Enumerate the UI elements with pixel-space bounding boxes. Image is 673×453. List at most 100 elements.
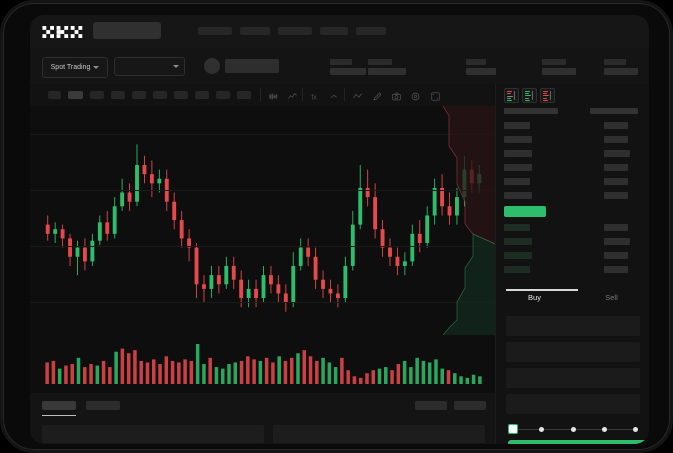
orderbook-row-amount[interactable]	[604, 224, 628, 231]
orderbook-row-price[interactable]	[504, 122, 530, 129]
orderbook-header-price	[504, 108, 558, 114]
slider-handle[interactable]	[508, 424, 518, 434]
orderbook-row-price[interactable]	[504, 178, 530, 185]
stat-value	[604, 68, 638, 75]
chart-gridline	[30, 302, 495, 303]
orderbook-mode-both-icon[interactable]	[504, 88, 519, 103]
trading-mode-label: Spot Trading	[50, 64, 91, 71]
orderbook-row-amount[interactable]	[604, 266, 628, 273]
orderbook-row-price[interactable]	[504, 192, 532, 199]
trade-field-price[interactable]	[506, 316, 640, 336]
timeframe-1d[interactable]	[174, 91, 188, 99]
timeframe-1m[interactable]	[48, 91, 61, 99]
bottom-action-cancel-all[interactable]	[454, 401, 486, 410]
fullscreen-icon[interactable]	[430, 89, 441, 101]
buy-sell-tabs: Buy Sell	[496, 289, 649, 311]
chart-toolbar: fx	[30, 84, 495, 106]
app-header	[30, 15, 649, 48]
nav-item-4[interactable]	[320, 27, 348, 35]
stat-label	[542, 59, 566, 65]
search-input[interactable]	[93, 22, 161, 39]
stat-value	[368, 68, 406, 75]
orderbook-row-price[interactable]	[504, 164, 532, 171]
slider-stop-100[interactable]	[633, 426, 638, 432]
trading-mode-select[interactable]: Spot Trading	[42, 57, 108, 78]
orderbook-row-amount[interactable]	[604, 178, 628, 185]
orderbook-row-amount[interactable]	[604, 122, 628, 129]
tab-sell[interactable]: Sell	[605, 293, 618, 302]
timeframe-1mo[interactable]	[216, 91, 230, 99]
amount-percent-slider[interactable]	[508, 424, 638, 434]
compare-icon[interactable]	[329, 89, 340, 100]
orderbook-row-price[interactable]	[504, 150, 532, 157]
last-price-skeleton	[225, 59, 279, 73]
orderbook-row-amount[interactable]	[604, 136, 628, 143]
pair-avatar	[204, 58, 220, 74]
volume-series	[45, 344, 482, 384]
trade-field-extra[interactable]	[506, 394, 640, 414]
toolbar-divider	[344, 88, 345, 101]
orderbook-row-price[interactable]	[504, 224, 530, 231]
orderbook-current-price	[504, 206, 546, 217]
toolbar-divider	[302, 88, 303, 101]
nav-item-3[interactable]	[278, 27, 312, 35]
stat-label	[604, 59, 626, 65]
bottom-field-left	[42, 425, 264, 443]
trade-field-total[interactable]	[506, 368, 640, 388]
orderbook-row-price[interactable]	[504, 266, 530, 273]
buy-tab-underline	[506, 289, 578, 291]
chevron-down-icon	[173, 65, 179, 68]
drawing-line-icon[interactable]	[352, 89, 363, 100]
orderbook-row-amount[interactable]	[604, 164, 628, 171]
orderbook-mode-asks-icon[interactable]	[540, 88, 555, 103]
chart-type-candles-icon[interactable]	[268, 89, 279, 100]
orderbook-row-amount[interactable]	[604, 150, 630, 157]
nav-item-5[interactable]	[356, 27, 386, 35]
orderbook-row-amount[interactable]	[604, 252, 628, 259]
orderbook-row-amount[interactable]	[604, 192, 628, 199]
orderbook-row-price[interactable]	[504, 238, 532, 245]
tab-buy[interactable]: Buy	[528, 293, 541, 302]
settings-gear-icon[interactable]	[410, 89, 421, 101]
place-buy-order-button[interactable]	[508, 440, 649, 444]
stat-value	[466, 68, 496, 75]
edit-pencil-icon[interactable]	[372, 89, 383, 101]
chart-gridline	[30, 246, 495, 247]
timeframe-1h[interactable]	[132, 91, 146, 99]
pair-select[interactable]	[114, 57, 185, 76]
market-sub-header: Spot Trading	[30, 48, 649, 84]
timeframe-5m[interactable]	[68, 91, 83, 99]
orderbook-mode-bids-icon[interactable]	[522, 88, 537, 103]
slider-stop-75[interactable]	[601, 426, 607, 432]
bottom-action-hide-other-pairs[interactable]	[415, 401, 447, 410]
slider-stop-25[interactable]	[539, 426, 545, 432]
timeframe-more[interactable]	[237, 91, 251, 99]
candlestick-series	[45, 144, 482, 312]
timeframe-15m[interactable]	[90, 91, 104, 99]
indicators-icon[interactable]: fx	[310, 89, 321, 101]
timeframe-30m[interactable]	[111, 91, 125, 99]
timeframe-4h[interactable]	[153, 91, 167, 99]
nav-item-1[interactable]	[198, 27, 232, 35]
timeframe-1w[interactable]	[195, 91, 209, 99]
stat-label	[368, 59, 392, 65]
nav-item-2[interactable]	[240, 27, 270, 35]
app-screen: Spot Trading fx	[30, 15, 649, 444]
depth-chart-overlay	[443, 106, 495, 335]
camera-icon[interactable]	[391, 89, 402, 101]
okx-logo[interactable]	[42, 26, 84, 38]
chart-gridline	[30, 190, 495, 191]
orderbook-row-price[interactable]	[504, 136, 532, 143]
svg-text:fx: fx	[311, 94, 317, 101]
slider-stop-50[interactable]	[570, 426, 576, 432]
chevron-down-icon	[93, 66, 100, 69]
chart-type-line-icon[interactable]	[287, 89, 298, 100]
orderbook-row-price[interactable]	[504, 252, 532, 259]
price-chart[interactable]	[30, 106, 495, 335]
orderbook-row-amount[interactable]	[604, 238, 630, 245]
bottom-tab-open-orders[interactable]	[42, 401, 76, 410]
bottom-tab-order-history[interactable]	[86, 401, 120, 410]
trade-field-amount[interactable]	[506, 342, 640, 362]
stat-value	[330, 68, 366, 75]
